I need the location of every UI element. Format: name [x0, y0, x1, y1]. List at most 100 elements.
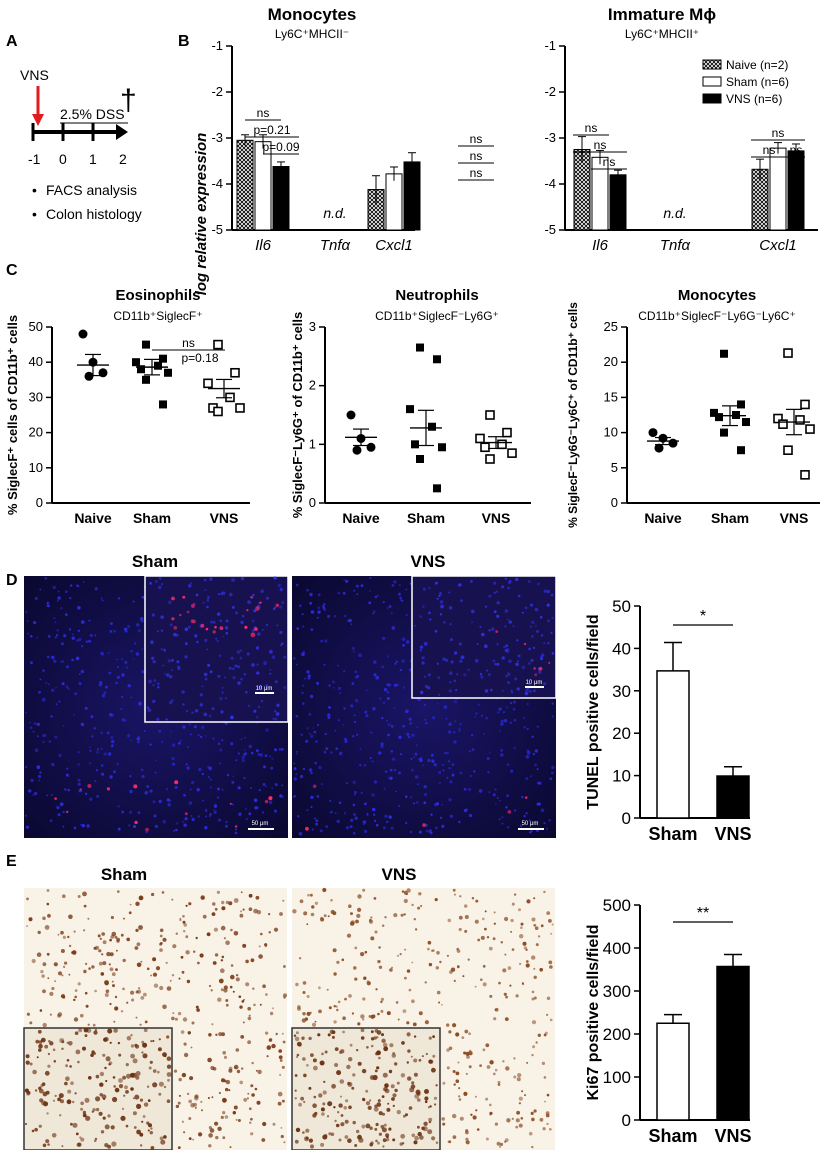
ki67-positive-cell [148, 1123, 152, 1128]
nucleus [132, 658, 135, 660]
ki67-positive-cell [172, 1012, 175, 1015]
nucleus [77, 629, 81, 632]
nucleus [351, 682, 355, 685]
ki67-positive-cell [368, 1015, 372, 1018]
nucleus [371, 793, 375, 797]
ki67-positive-cell [242, 943, 247, 948]
ki67-positive-cell [64, 961, 68, 965]
data-point [411, 440, 419, 449]
ki67-positive-cell [182, 915, 185, 918]
nucleus [156, 630, 159, 633]
ki67-positive-cell [302, 991, 306, 994]
nucleus [240, 576, 245, 581]
nucleus [501, 656, 505, 660]
ki67-positive-cell [496, 1141, 501, 1146]
ki67-positive-cell [241, 1000, 245, 1003]
nucleus [443, 705, 448, 709]
ki67-positive-cell [242, 908, 245, 911]
nucleus [500, 722, 504, 726]
ki67-positive-cell [458, 1095, 461, 1098]
nucleus [42, 669, 45, 672]
ki67-positive-cell [382, 924, 385, 927]
ki67-positive-cell [452, 1135, 457, 1139]
ki67-positive-cell [338, 1050, 343, 1054]
nucleus [185, 709, 189, 713]
ki67-positive-cell [125, 1090, 129, 1094]
nucleus [406, 732, 410, 736]
ki67-positive-cell [395, 1001, 399, 1004]
ki67-positive-cell [192, 1138, 195, 1141]
data-point [783, 445, 793, 456]
ki67-positive-cell [68, 1041, 73, 1046]
nucleus [207, 596, 210, 599]
nucleus [440, 604, 444, 609]
y-tick-label: 50 [612, 597, 631, 616]
nucleus [274, 748, 278, 752]
ki67-positive-cell [347, 1138, 352, 1143]
significance-label: ns [772, 126, 785, 140]
ki67-positive-cell [212, 902, 216, 906]
bar [272, 166, 290, 231]
ki67-positive-cell [433, 1096, 438, 1100]
ki67-positive-cell [51, 986, 55, 991]
ki67-positive-cell [470, 1113, 473, 1117]
bullet-icon: • [32, 206, 37, 222]
ki67-positive-cell [242, 1021, 245, 1024]
ki67-positive-cell [183, 1052, 189, 1058]
nucleus [182, 703, 185, 706]
ki67-positive-cell [295, 982, 299, 987]
ki67-positive-cell [225, 900, 230, 905]
ki67-positive-cell [37, 1029, 42, 1034]
data-point [742, 418, 750, 427]
nucleus [292, 795, 296, 799]
ki67-positive-cell [26, 925, 28, 927]
ki67-positive-cell [220, 959, 224, 962]
ki67-positive-cell [494, 1008, 497, 1012]
ki67-positive-cell [279, 912, 283, 916]
nucleus [389, 768, 393, 772]
nucleus [449, 623, 452, 626]
nucleus [466, 808, 468, 811]
nucleus [508, 659, 512, 663]
nucleus [239, 656, 243, 660]
nucleus [330, 810, 333, 814]
nucleus [499, 729, 501, 732]
nucleus [162, 819, 166, 824]
nucleus [363, 823, 365, 826]
ki67-positive-cell [53, 1060, 57, 1063]
ki67-positive-cell [107, 1028, 113, 1034]
ki67-positive-cell [498, 1145, 502, 1148]
nucleus [310, 734, 314, 738]
ki67-positive-cell [413, 1035, 417, 1038]
nucleus [189, 582, 192, 585]
tunel-positive-cell [173, 626, 178, 630]
nucleus [157, 686, 160, 689]
ki67-positive-cell [432, 1054, 436, 1058]
nucleus [325, 825, 328, 828]
nucleus [516, 639, 519, 642]
nucleus [39, 588, 42, 591]
tunel-positive-cell [259, 601, 262, 604]
ki67-positive-cell [332, 911, 337, 916]
nucleus [175, 828, 178, 832]
ki67-positive-cell [370, 936, 375, 941]
nucleus [271, 757, 274, 760]
nucleus [398, 584, 401, 587]
ki67-positive-cell [549, 1018, 553, 1022]
nucleus [304, 677, 307, 680]
ki67-positive-cell [38, 1043, 43, 1049]
nucleus [110, 744, 114, 748]
nucleus [310, 771, 313, 775]
ki67-positive-cell [150, 1127, 153, 1130]
ki67-positive-cell [436, 951, 440, 955]
ki67-positive-cell [401, 1142, 405, 1145]
ki67-positive-cell [428, 1117, 433, 1122]
tunel-positive-cell [255, 606, 260, 611]
nucleus [207, 776, 210, 779]
ki67-positive-cell [418, 892, 422, 896]
nucleus [60, 607, 63, 610]
nucleus [53, 617, 56, 620]
nucleus [435, 826, 438, 829]
y-tick-label: 0 [36, 495, 43, 510]
ki67-positive-cell [511, 948, 515, 951]
